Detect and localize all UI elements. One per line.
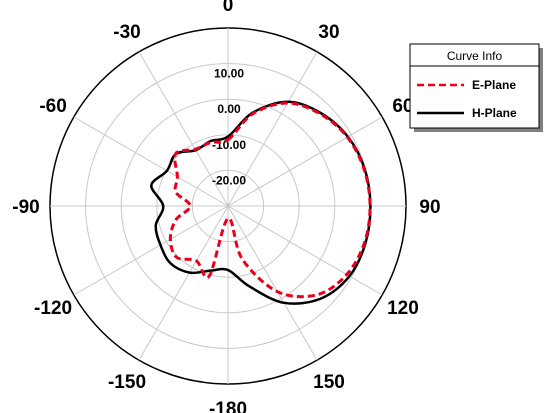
angle-tick-label: -180: [209, 399, 247, 413]
angle-spokes: [50, 28, 406, 384]
series-curves: [150, 100, 372, 305]
series-h-plane-line: [150, 100, 372, 305]
radial-tick-label: -20.00: [212, 173, 246, 187]
angle-tick-label: 30: [318, 22, 339, 43]
grid-spoke: [138, 51, 229, 207]
series-e-plane-line: [168, 101, 372, 299]
grid-spoke: [73, 116, 229, 207]
angle-tick-label: 90: [419, 197, 440, 218]
grid-spoke: [73, 205, 229, 296]
angle-tick-label: -150: [108, 372, 146, 393]
angle-tick-label: -60: [39, 96, 66, 117]
radial-tick-label: 10.00: [214, 67, 244, 81]
legend: Curve Info E-Plane H-Plane: [409, 43, 543, 132]
grid-spoke: [227, 116, 383, 207]
legend-label-h-plane: H-Plane: [472, 106, 517, 120]
angle-tick-label: -120: [34, 298, 72, 319]
grid-spoke: [227, 205, 383, 296]
legend-title: Curve Info: [447, 49, 503, 63]
grid-spoke: [227, 205, 318, 361]
angle-tick-label: -30: [113, 22, 140, 43]
angle-tick-label: 120: [387, 298, 419, 319]
angle-tick-labels: 0 30 60 90 120 150 -180 -150 -120 -90 -60 -30: [12, 0, 440, 413]
grid-spoke: [227, 51, 318, 207]
legend-label-e-plane: E-Plane: [472, 78, 516, 92]
angle-tick-label: 60: [392, 96, 413, 117]
grid-spoke: [138, 205, 229, 361]
angle-tick-label: -90: [12, 197, 39, 218]
radial-tick-label: 0.00: [217, 102, 241, 116]
angle-tick-label: 0: [223, 0, 234, 16]
angle-tick-label: 150: [313, 372, 345, 393]
radial-tick-labels: 10.000.00-10.00-20.00: [212, 67, 246, 188]
